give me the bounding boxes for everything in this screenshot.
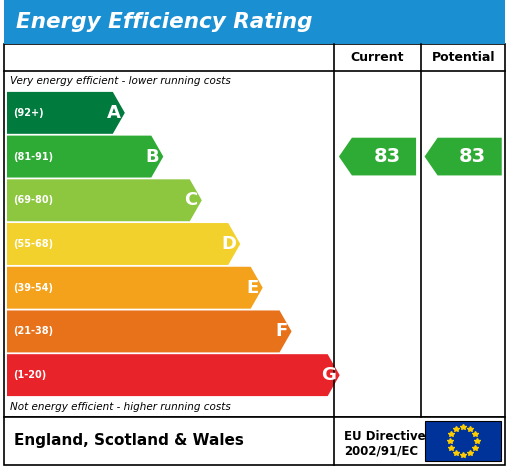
Polygon shape: [7, 354, 340, 396]
Bar: [4, 417, 505, 465]
Text: Energy Efficiency Rating: Energy Efficiency Rating: [16, 12, 313, 32]
Text: E: E: [246, 279, 259, 297]
Text: (92+): (92+): [13, 108, 44, 118]
Text: B: B: [146, 148, 159, 166]
Text: D: D: [221, 235, 236, 253]
Bar: [4, 0, 505, 44]
Text: (21-38): (21-38): [13, 326, 53, 336]
Text: F: F: [275, 322, 288, 340]
Polygon shape: [7, 311, 292, 353]
Text: (81-91): (81-91): [13, 152, 53, 162]
Polygon shape: [425, 138, 502, 176]
Polygon shape: [7, 179, 202, 221]
Text: 83: 83: [459, 147, 486, 166]
Bar: [426, 421, 501, 461]
Text: (1-20): (1-20): [13, 370, 46, 380]
Polygon shape: [7, 135, 163, 177]
Text: (39-54): (39-54): [13, 283, 53, 293]
Polygon shape: [339, 138, 416, 176]
Text: C: C: [185, 191, 198, 209]
Bar: [4, 44, 505, 417]
Text: Potential: Potential: [432, 51, 495, 64]
Text: (55-68): (55-68): [13, 239, 53, 249]
Text: (69-80): (69-80): [13, 195, 53, 205]
Text: Not energy efficient - higher running costs: Not energy efficient - higher running co…: [10, 402, 231, 412]
Text: Current: Current: [351, 51, 404, 64]
Text: England, Scotland & Wales: England, Scotland & Wales: [14, 433, 244, 448]
Text: G: G: [321, 366, 335, 384]
Text: 83: 83: [374, 147, 401, 166]
Text: EU Directive: EU Directive: [344, 430, 426, 443]
Polygon shape: [7, 92, 125, 134]
Polygon shape: [7, 223, 240, 265]
Text: 2002/91/EC: 2002/91/EC: [344, 445, 418, 458]
Polygon shape: [7, 267, 263, 309]
Text: Very energy efficient - lower running costs: Very energy efficient - lower running co…: [10, 76, 231, 86]
Text: A: A: [107, 104, 121, 122]
